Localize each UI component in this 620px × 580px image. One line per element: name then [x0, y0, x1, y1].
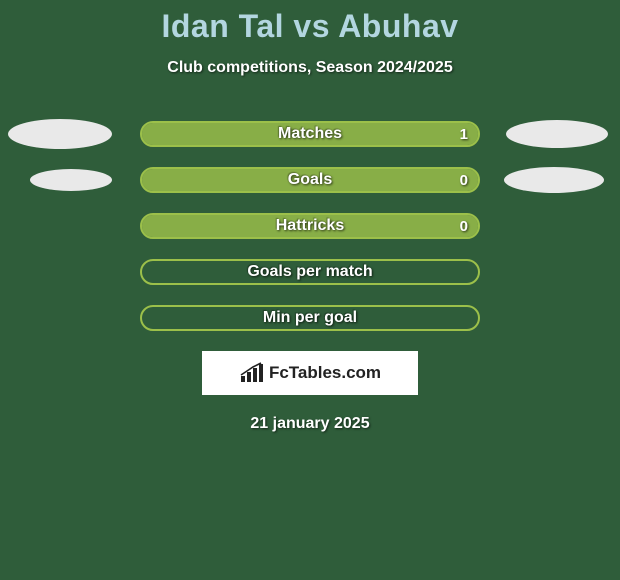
stat-bar: Goals per match [140, 259, 480, 285]
stat-bar: Min per goal [140, 305, 480, 331]
player-right-ellipse [506, 120, 608, 148]
bars-icon [239, 362, 265, 384]
footer-date: 21 january 2025 [0, 415, 620, 433]
chart-row: Goals per match [0, 259, 620, 285]
player-left-ellipse [30, 169, 112, 191]
stat-value-right: 1 [460, 123, 468, 145]
player-left-ellipse [8, 119, 112, 149]
bar-right-fill [142, 123, 478, 145]
logo-text: FcTables.com [269, 363, 381, 383]
page-title: Idan Tal vs Abuhav [0, 0, 620, 45]
stat-value-right: 0 [460, 169, 468, 191]
page-root: Idan Tal vs Abuhav Club competitions, Se… [0, 0, 620, 580]
stat-label: Min per goal [142, 307, 478, 329]
stat-label: Goals per match [142, 261, 478, 283]
chart-row: Goals0 [0, 167, 620, 193]
player-right-ellipse [504, 167, 604, 193]
subtitle: Club competitions, Season 2024/2025 [0, 59, 620, 77]
chart-row: Hattricks0 [0, 213, 620, 239]
bar-right-fill [142, 215, 478, 237]
comparison-chart: Matches1 Goals0 Hattricks0 Goals per match M… [0, 121, 620, 331]
bar-right-fill [142, 169, 478, 191]
logo-box: FcTables.com [202, 351, 418, 395]
stat-bar: Goals0 [140, 167, 480, 193]
chart-row: Matches1 [0, 121, 620, 147]
chart-row: Min per goal [0, 305, 620, 331]
stat-bar: Matches1 [140, 121, 480, 147]
stat-value-right: 0 [460, 215, 468, 237]
stat-bar: Hattricks0 [140, 213, 480, 239]
